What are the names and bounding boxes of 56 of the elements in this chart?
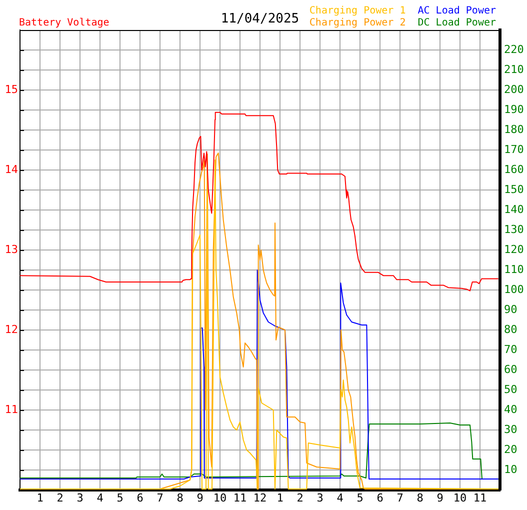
x-tick-label: 8 [416,491,424,504]
y-axis-title: Battery Voltage [19,18,110,29]
y-tick-label: 13 [4,242,18,256]
x-tick-label: 6 [376,491,384,504]
x-tick-label: 10 [453,491,467,504]
y2-tick-label: 170 [504,142,524,156]
text: Charging Power 1 [309,6,406,17]
x-tick-label: 7 [396,491,404,504]
y2-tick-label: 40 [504,402,518,416]
text: Charging Power 2 [309,18,406,29]
y2-tick-label: 130 [504,222,524,236]
y2-tick-label: 200 [504,82,524,96]
y2-tick-label: 100 [504,282,524,296]
y2-tick-label: 150 [504,182,524,196]
x-tick-label: 8 [176,491,184,504]
x-tick-label: 11 [473,491,487,504]
x-tick-label: 1 [276,491,284,504]
x-tick-label: 10 [213,491,227,504]
x-tick-label: 4 [96,491,104,504]
x-tick-label: 3 [316,491,324,504]
text: DC Load Power [418,18,496,29]
text: AC Load Power [418,6,496,17]
y-tick-label: 15 [4,82,18,96]
y2-tick-label: 120 [504,242,524,256]
y-tick-label: 14 [4,162,18,176]
x-tick-label: 12 [253,491,267,504]
x-tick-label: 1 [36,491,44,504]
x-tick-label: 2 [296,491,304,504]
y-tick-label: 12 [4,322,18,336]
x-tick-label: 5 [116,491,124,504]
y2-tick-label: 10 [504,462,518,476]
chart-title: 11/04/2025 [220,11,300,26]
x-tick-label: 2 [56,491,64,504]
y2-tick-label: 70 [504,342,518,356]
y2-tick-label: 160 [504,162,524,176]
y2-tick-label: 220 [504,42,524,56]
y2-tick-label: 20 [504,442,518,456]
y2-tick-label: 180 [504,122,524,136]
y2-tick-label: 110 [504,262,524,276]
y2-tick-label: 190 [504,102,524,116]
x-tick-label: 7 [156,491,164,504]
y2-tick-label: 90 [504,302,518,316]
y2-tick-label: 80 [504,322,518,336]
y-tick-label: 11 [4,402,18,416]
y2-tick-label: 50 [504,382,518,396]
y2-tick-label: 60 [504,362,518,376]
y2-tick-label: 210 [504,62,524,76]
x-tick-label: 4 [336,491,344,504]
x-tick-label: 11 [233,491,247,504]
x-tick-label: 3 [76,491,84,504]
x-tick-label: 9 [196,491,204,504]
y2-tick-label: 140 [504,202,524,216]
y2-tick-label: 30 [504,422,518,436]
x-tick-label: 9 [436,491,444,504]
x-tick-label: 5 [356,491,364,504]
x-tick-label: 6 [136,491,144,504]
